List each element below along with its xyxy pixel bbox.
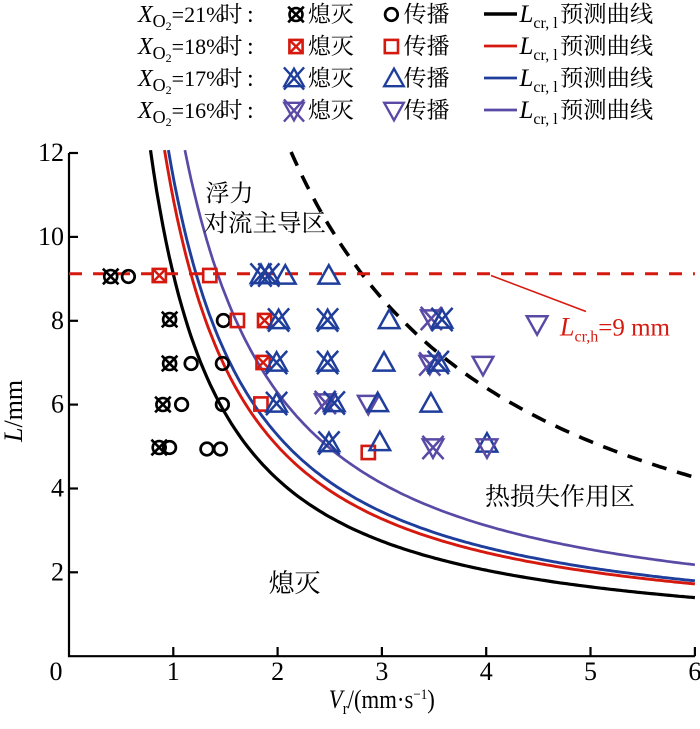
svg-text:1: 1 [167, 657, 180, 686]
svg-text::: : [247, 34, 254, 60]
svg-text::: : [247, 98, 254, 124]
svg-text:Lcr, l: Lcr, l [519, 97, 559, 128]
svg-text:4: 4 [480, 657, 493, 686]
svg-text:8: 8 [51, 306, 64, 335]
svg-text:6: 6 [51, 390, 64, 419]
svg-text:12: 12 [38, 138, 64, 167]
svg-text:4: 4 [51, 474, 64, 503]
svg-text:Vr/(mm·s−1): Vr/(mm·s−1) [329, 686, 435, 719]
svg-text:Lcr,h=9 mm: Lcr,h=9 mm [559, 313, 671, 346]
svg-text:L/mm: L/mm [0, 380, 28, 443]
svg-text:6: 6 [688, 657, 700, 686]
svg-text:Lcr, l: Lcr, l [519, 33, 559, 64]
svg-text:Lcr, l: Lcr, l [519, 1, 559, 32]
svg-text:0: 0 [50, 657, 63, 686]
svg-text:2: 2 [271, 657, 284, 686]
svg-text::: : [247, 66, 254, 92]
svg-text:Lcr, l: Lcr, l [519, 65, 559, 96]
svg-text:3: 3 [375, 657, 388, 686]
svg-text:XO2=21%: XO2=21% [137, 2, 224, 33]
svg-text:XO2=17%: XO2=17% [137, 66, 224, 97]
svg-text:XO2=18%: XO2=18% [137, 34, 224, 65]
svg-text::: : [247, 2, 254, 28]
svg-text:10: 10 [38, 222, 64, 251]
svg-text:XO2=16%: XO2=16% [137, 98, 224, 129]
svg-text:5: 5 [584, 657, 597, 686]
svg-text:2: 2 [51, 557, 64, 586]
